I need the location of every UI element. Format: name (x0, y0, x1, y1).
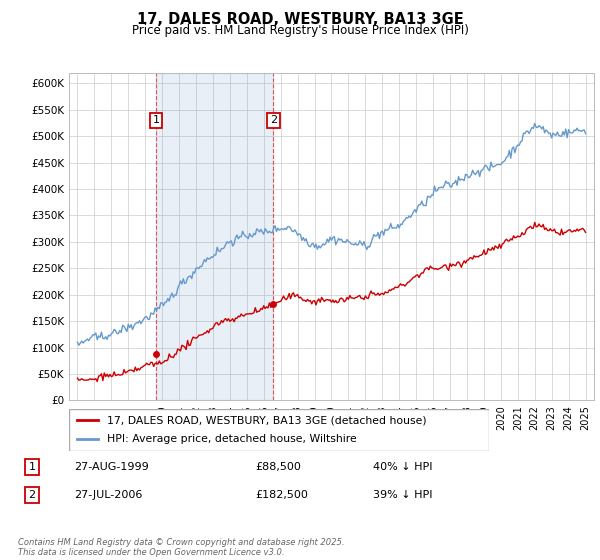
Text: 2: 2 (29, 490, 35, 500)
FancyBboxPatch shape (69, 409, 489, 451)
Text: 17, DALES ROAD, WESTBURY, BA13 3GE (detached house): 17, DALES ROAD, WESTBURY, BA13 3GE (deta… (107, 415, 427, 425)
Bar (156, 73, 274, 400)
Text: 2: 2 (270, 115, 277, 125)
Text: 17, DALES ROAD, WESTBURY, BA13 3GE: 17, DALES ROAD, WESTBURY, BA13 3GE (137, 12, 463, 27)
Text: 27-JUL-2006: 27-JUL-2006 (74, 490, 143, 500)
Text: 27-AUG-1999: 27-AUG-1999 (74, 462, 149, 472)
Text: Contains HM Land Registry data © Crown copyright and database right 2025.
This d: Contains HM Land Registry data © Crown c… (18, 538, 344, 557)
Text: £88,500: £88,500 (255, 462, 301, 472)
Text: 1: 1 (29, 462, 35, 472)
Text: 40% ↓ HPI: 40% ↓ HPI (373, 462, 433, 472)
Text: Price paid vs. HM Land Registry's House Price Index (HPI): Price paid vs. HM Land Registry's House … (131, 24, 469, 37)
Text: HPI: Average price, detached house, Wiltshire: HPI: Average price, detached house, Wilt… (107, 435, 356, 445)
Text: 1: 1 (153, 115, 160, 125)
Text: £182,500: £182,500 (255, 490, 308, 500)
Text: 39% ↓ HPI: 39% ↓ HPI (373, 490, 433, 500)
